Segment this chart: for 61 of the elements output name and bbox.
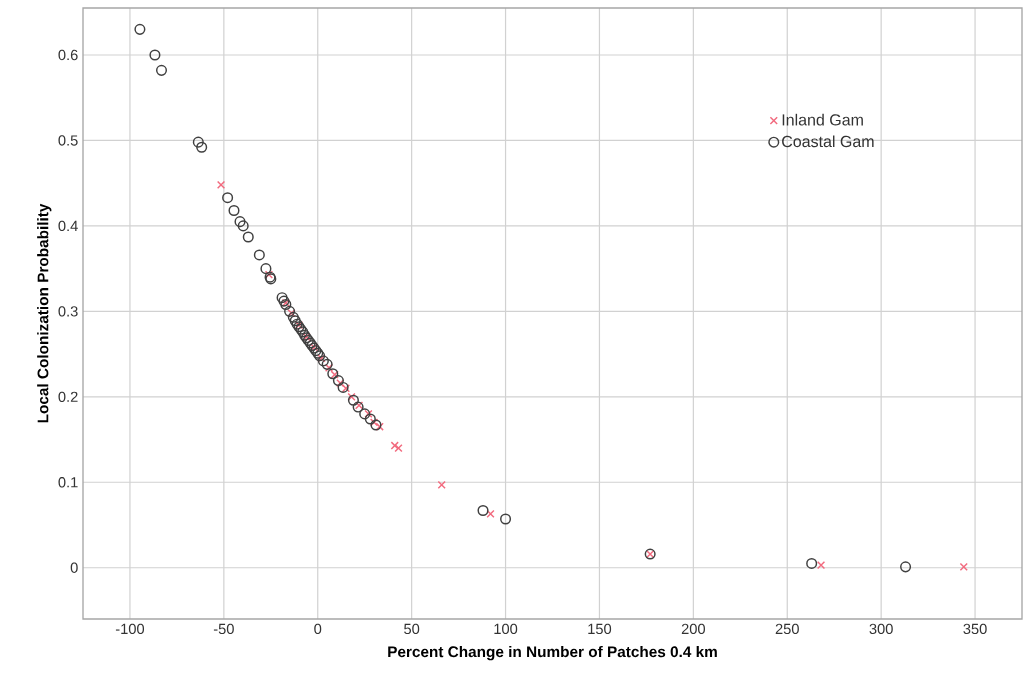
- y-tick-label: 0.2: [58, 391, 78, 403]
- point: [260, 263, 272, 275]
- point: [500, 513, 512, 525]
- x-tick-label: 0: [314, 623, 322, 635]
- x-tick-label: -50: [213, 623, 234, 635]
- point: [364, 413, 376, 425]
- y-tick-label: 0.6: [58, 49, 78, 61]
- point: [806, 557, 818, 569]
- point: [341, 384, 351, 393]
- x-tick-label: 350: [963, 623, 987, 635]
- point: [317, 355, 329, 367]
- point: [816, 561, 826, 570]
- legend-label: Coastal Gam: [782, 135, 874, 148]
- x-tick-label: 250: [775, 623, 799, 635]
- point: [253, 249, 265, 261]
- point: [900, 561, 912, 573]
- point: [287, 311, 299, 323]
- x-tick-label: 50: [404, 623, 420, 635]
- point: [332, 375, 344, 387]
- y-tick-label: 0.4: [58, 220, 78, 232]
- point: [192, 136, 204, 148]
- x-tick-label: -100: [115, 623, 145, 635]
- x-tick-label: 200: [681, 623, 705, 635]
- point: [280, 298, 292, 311]
- point: [321, 358, 333, 370]
- point: [196, 141, 208, 153]
- y-tick-label: 0.3: [58, 306, 78, 317]
- x-axis-title: Percent Change in Number of Patches 0.4 km: [388, 645, 717, 661]
- point: [324, 363, 334, 372]
- y-tick-label: 0.1: [58, 477, 78, 488]
- point: [477, 504, 489, 517]
- point: [216, 180, 226, 190]
- point: [337, 381, 349, 393]
- point: [437, 480, 446, 489]
- y-tick-label: 0: [70, 562, 78, 573]
- point: [390, 441, 399, 450]
- point: [486, 509, 495, 519]
- point: [237, 220, 249, 232]
- point: [155, 64, 168, 76]
- point: [336, 379, 345, 388]
- point: [234, 216, 246, 228]
- point: [347, 394, 359, 406]
- point: [375, 422, 384, 431]
- point: [369, 418, 379, 427]
- x-tick-label: 150: [588, 623, 612, 635]
- point: [394, 443, 403, 453]
- y-axis-title: Local Colonization Probability: [37, 203, 52, 423]
- x-tick-label: 100: [494, 623, 518, 635]
- point: [959, 562, 968, 572]
- point: [370, 419, 382, 431]
- y-tick-label: 0.5: [58, 135, 78, 146]
- point: [347, 392, 356, 401]
- point: [134, 23, 146, 35]
- point: [242, 231, 254, 243]
- point: [359, 408, 371, 420]
- legend-label: Inland Gam: [782, 113, 863, 126]
- x-tick-label: 300: [869, 623, 893, 635]
- point: [264, 270, 274, 279]
- point: [228, 204, 240, 217]
- point: [149, 49, 161, 61]
- point: [222, 192, 234, 204]
